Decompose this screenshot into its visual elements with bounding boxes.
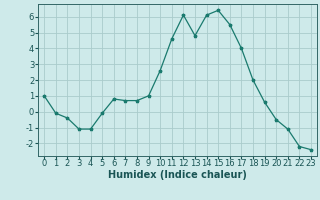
X-axis label: Humidex (Indice chaleur): Humidex (Indice chaleur)	[108, 170, 247, 180]
